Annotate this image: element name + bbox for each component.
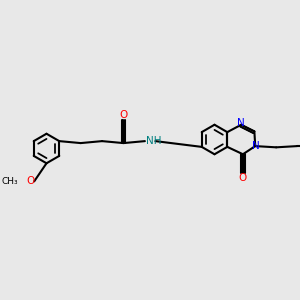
Text: N: N	[252, 141, 260, 151]
Text: O: O	[239, 173, 247, 183]
Text: N: N	[237, 118, 245, 128]
Text: NH: NH	[146, 136, 162, 146]
Text: O: O	[119, 110, 128, 120]
Text: O: O	[26, 176, 34, 186]
Text: CH₃: CH₃	[2, 177, 19, 186]
